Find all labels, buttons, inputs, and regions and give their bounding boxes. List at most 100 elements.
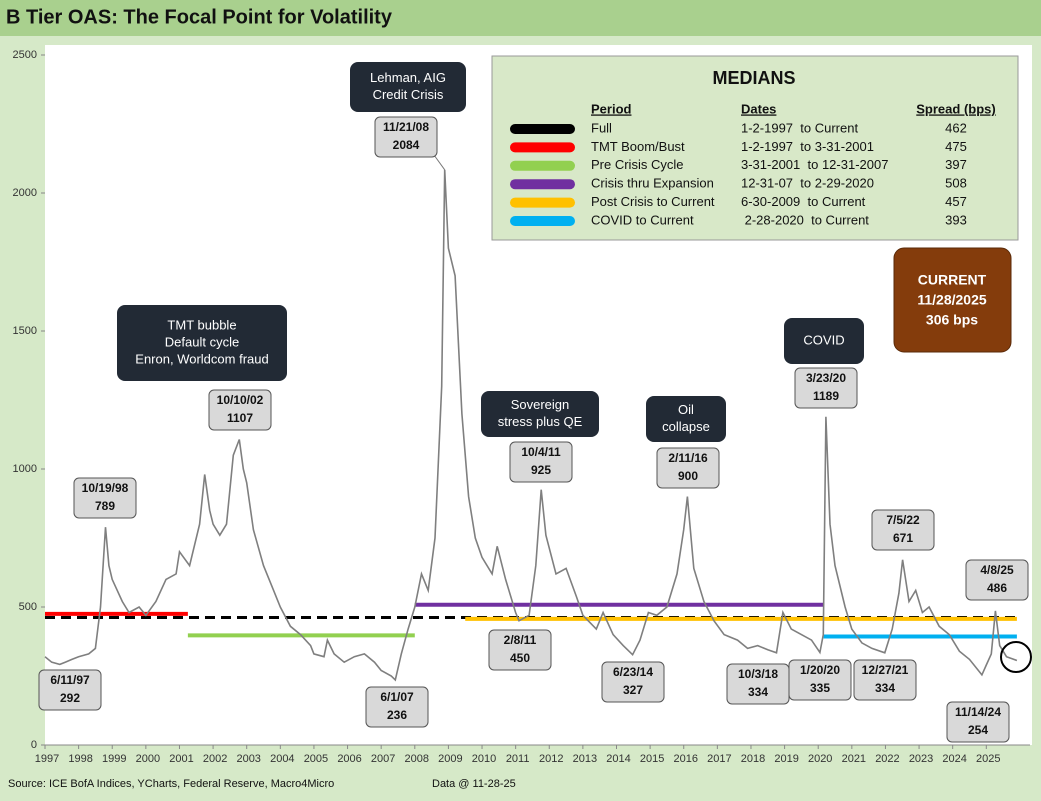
annotation-box [788, 659, 852, 701]
medians-header: Dates [741, 101, 776, 116]
x-tick-label: 2010 [472, 753, 496, 765]
y-tick-label: 2500 [13, 49, 37, 61]
callout-text: collapse [662, 419, 710, 434]
annotation-date: 11/14/24 [955, 705, 1001, 719]
annotation-date: 2/8/11 [504, 633, 537, 647]
medians-period: Pre Crisis Cycle [591, 157, 683, 172]
medians-box [491, 55, 1019, 241]
callout-box [481, 391, 599, 437]
callout-text: Lehman, AIG [370, 70, 446, 85]
data-note: Data @ 11-28-25 [432, 778, 516, 790]
x-tick-label: 2001 [169, 753, 193, 765]
annotation-box [656, 447, 720, 489]
annotation-box [365, 686, 429, 728]
x-tick-label: 2013 [573, 753, 597, 765]
x-tick-label: 1998 [68, 753, 92, 765]
medians-spread: 475 [945, 139, 967, 154]
annotation-box [965, 559, 1029, 601]
annotation-value: 236 [387, 708, 407, 722]
annotation-date: 1/20/20 [800, 663, 840, 677]
annotation-value: 334 [748, 685, 768, 699]
medians-header: Spread (bps) [916, 101, 995, 116]
annotation-box [853, 659, 917, 701]
medians-dates: 3-31-2001 to 12-31-2007 [741, 157, 888, 172]
callout-box [646, 396, 726, 442]
x-tick-label: 2021 [842, 753, 866, 765]
callout-text: Credit Crisis [373, 87, 444, 102]
callout-text: Enron, Worldcom fraud [135, 351, 268, 366]
callout-text: Sovereign [511, 397, 570, 412]
x-tick-label: 2015 [640, 753, 664, 765]
medians-swatch [510, 124, 575, 134]
medians-dates: 2-28-2020 to Current [741, 212, 869, 227]
annotation-value: 292 [60, 691, 80, 705]
x-tick-label: 2019 [774, 753, 798, 765]
x-tick-label: 2008 [405, 753, 429, 765]
medians-swatch [510, 160, 575, 171]
x-tick-label: 2016 [673, 753, 697, 765]
x-tick-label: 1997 [35, 753, 59, 765]
medians-period: COVID to Current [591, 212, 694, 227]
annotation-date: 12/27/21 [862, 663, 909, 677]
medians-period: TMT Boom/Bust [591, 139, 685, 154]
annotation-date: 10/19/98 [82, 481, 129, 495]
current-text: CURRENT [918, 272, 987, 288]
medians-spread: 462 [945, 120, 967, 135]
chart-title: B Tier OAS: The Focal Point for Volatili… [6, 6, 393, 28]
annotation-box [38, 669, 102, 711]
medians-dates: 6-30-2009 to Current [741, 194, 866, 209]
annotation-value: 900 [678, 469, 698, 483]
medians-period: Post Crisis to Current [591, 194, 715, 209]
medians-spread: 508 [945, 176, 967, 191]
callout-box [350, 62, 466, 112]
current-marker [1000, 641, 1032, 673]
y-tick-label: 1500 [13, 325, 37, 337]
annotation-box [208, 389, 272, 431]
annotation-value: 327 [623, 683, 643, 697]
x-tick-label: 2024 [942, 753, 966, 765]
annotation-date: 11/21/08 [383, 120, 429, 134]
leader-line [433, 154, 446, 171]
y-tick-label: 0 [31, 739, 37, 751]
annotation-box [871, 509, 935, 551]
callout-text: Oil [678, 402, 694, 417]
annotation-value: 2084 [393, 138, 420, 152]
annotation-date: 7/5/22 [886, 513, 920, 527]
x-tick-label: 2023 [909, 753, 933, 765]
annotation-date: 6/23/14 [613, 665, 653, 679]
y-tick-label: 1000 [13, 463, 37, 475]
medians-swatch [510, 216, 575, 226]
medians-header: Period [591, 101, 632, 116]
annotation-value: 254 [968, 723, 988, 737]
annotation-date: 6/11/97 [50, 673, 90, 687]
x-tick-label: 2022 [875, 753, 899, 765]
annotation-date: 4/8/25 [980, 563, 1014, 577]
annotation-date: 10/4/11 [521, 445, 561, 459]
callout-text: COVID [803, 332, 844, 347]
callout-text: Default cycle [165, 334, 239, 349]
spread-line [44, 169, 1018, 682]
medians-dates: 12-31-07 to 2-29-2020 [741, 176, 874, 191]
annotation-value: 671 [893, 531, 913, 545]
x-tick-label: 2000 [136, 753, 160, 765]
annotation-box [374, 116, 438, 158]
x-tick-label: 2005 [304, 753, 328, 765]
annotation-value: 1107 [227, 411, 253, 425]
annotation-value: 450 [510, 651, 530, 665]
annotation-date: 3/23/20 [806, 371, 846, 385]
medians-spread: 393 [945, 212, 967, 227]
annotation-value: 334 [875, 681, 895, 695]
title-bar [0, 0, 1041, 36]
callout-box [117, 305, 287, 381]
annotation-date: 10/3/18 [738, 667, 778, 681]
annotation-value: 486 [987, 581, 1007, 595]
x-tick-label: 2014 [606, 753, 630, 765]
annotation-value: 1189 [813, 389, 839, 403]
annotation-box [601, 661, 665, 703]
y-tick-label: 2000 [13, 187, 37, 199]
annotation-value: 789 [95, 499, 115, 513]
medians-title: MEDIANS [712, 68, 795, 88]
medians-spread: 457 [945, 194, 967, 209]
x-tick-label: 2025 [976, 753, 1000, 765]
